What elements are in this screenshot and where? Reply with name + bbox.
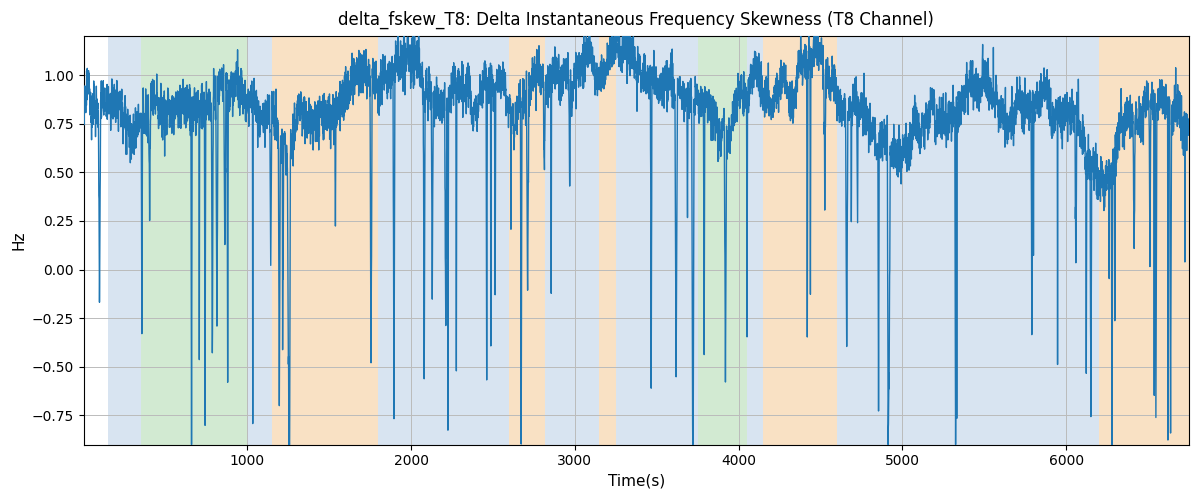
Bar	[836, 36, 1082, 445]
Bar	[697, 36, 746, 445]
Title: delta_fskew_T8: Delta Instantaneous Frequency Skewness (T8 Channel): delta_fskew_T8: Delta Instantaneous Freq…	[338, 11, 935, 30]
Bar	[247, 36, 272, 445]
Bar	[616, 36, 697, 445]
Bar	[509, 36, 545, 445]
X-axis label: Time(s): Time(s)	[607, 474, 665, 489]
Bar	[600, 36, 616, 445]
Bar	[272, 36, 378, 445]
Bar	[140, 36, 247, 445]
Bar	[378, 36, 509, 445]
Bar	[108, 36, 140, 445]
Bar	[763, 36, 836, 445]
Bar	[1082, 36, 1099, 445]
Bar	[746, 36, 763, 445]
Y-axis label: Hz: Hz	[11, 230, 26, 250]
Bar	[1099, 36, 1189, 445]
Bar	[545, 36, 600, 445]
